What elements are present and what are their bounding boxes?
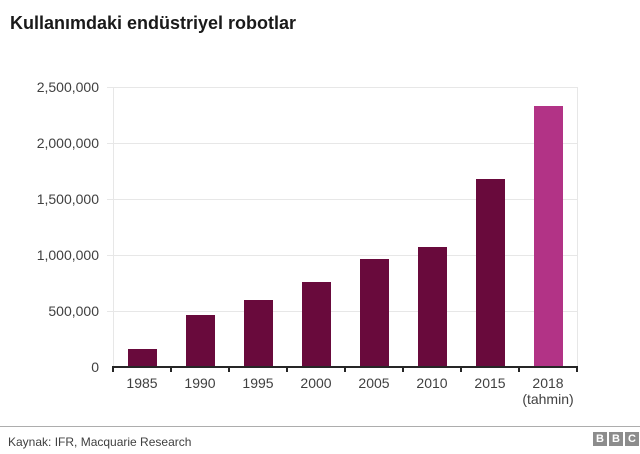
bbc-logo: B B C [593,432,639,446]
x-axis-label-2010: 2010 [403,375,461,391]
gridline [113,311,577,312]
x-axis-label-year: 1985 [126,375,158,391]
chart-title: Kullanımdaki endüstriyel robotlar [10,13,297,33]
x-axis-label-2015: 2015 [461,375,519,391]
y-axis-tick [107,87,113,88]
y-axis-tick [107,311,113,312]
y-axis-tick [107,255,113,256]
bar-2000 [301,281,331,367]
x-axis-tick [112,368,114,372]
y-axis-label: 2,000,000 [36,135,99,151]
source-text: Kaynak: IFR, Macquarie Research [8,435,192,449]
y-axis-tick [107,143,113,144]
x-axis-label-note: (tahmin) [522,391,574,407]
bar-1985 [127,349,157,367]
bbc-logo-block: B [609,432,623,446]
gridline [113,199,577,200]
bar-1990 [185,315,215,367]
x-axis-tick [402,368,404,372]
y-axis-label: 0 [91,359,99,375]
x-axis-tick [518,368,520,372]
x-axis-label-1995: 1995 [229,375,287,391]
plot-left-border [113,87,114,367]
x-axis-tick [576,368,578,372]
x-axis-label-2018: 2018 (tahmin) [519,375,577,407]
x-axis-line [112,366,578,368]
x-axis-label-year: 2010 [416,375,448,391]
bbc-logo-block: C [625,432,639,446]
x-axis-label-year: 2015 [474,375,506,391]
gridline [113,255,577,256]
x-axis-label-2000: 2000 [287,375,345,391]
x-axis-tick [286,368,288,372]
y-axis-tick [107,199,113,200]
x-axis-label-2005: 2005 [345,375,403,391]
x-axis-label-1985: 1985 [113,375,171,391]
gridline [113,143,577,144]
bar-1995 [243,299,273,367]
plot-right-border [577,87,578,367]
bar-2018 [533,106,563,367]
x-axis-label-1990: 1990 [171,375,229,391]
bar-2010 [417,247,447,367]
x-axis-tick [344,368,346,372]
gridline [113,87,577,88]
x-axis-tick [170,368,172,372]
x-axis-tick [228,368,230,372]
y-axis-label: 500,000 [48,303,99,319]
x-axis-label-year: 2000 [300,375,332,391]
x-axis-label-year: 2005 [358,375,390,391]
x-axis-tick [460,368,462,372]
y-axis-label: 2,500,000 [36,79,99,95]
y-axis-label: 1,500,000 [36,191,99,207]
x-axis-label-year: 1995 [242,375,274,391]
footer-divider [0,426,640,427]
y-axis-label: 1,000,000 [36,247,99,263]
bbc-logo-block: B [593,432,607,446]
bar-2015 [475,178,505,367]
bar-2005 [359,259,389,367]
x-axis-label-year: 1990 [184,375,216,391]
x-axis-label-year: 2018 [532,375,564,391]
